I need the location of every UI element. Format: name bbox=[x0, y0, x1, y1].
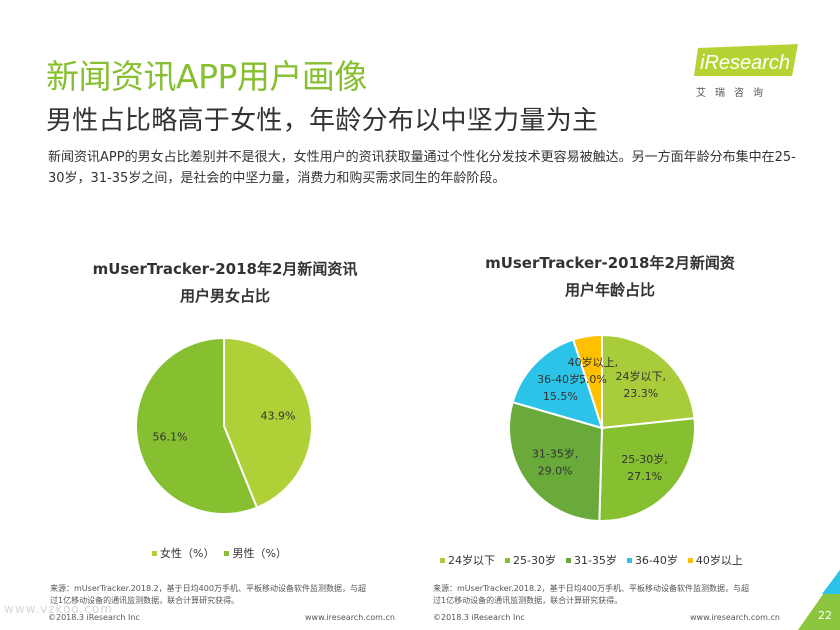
source-line: 来源：mUserTracker.2018.2，基于日均400万手机、平板移动设备… bbox=[433, 584, 749, 593]
watermark: www.vzkoo.com bbox=[4, 602, 113, 616]
legend-item: 女性（%） bbox=[152, 545, 214, 561]
legend-label: 40岁以上 bbox=[695, 554, 743, 567]
age-chart-title: mUserTracker-2018年2月新闻资 用户年龄占比 bbox=[440, 250, 780, 304]
gender-pie-chart: 43.9% 56.1% bbox=[135, 336, 313, 515]
legend-item: 36-40岁 bbox=[626, 552, 678, 568]
logo-subtitle: 艾瑞咨询 bbox=[696, 88, 772, 99]
pie-data-label-0: 43.9% bbox=[261, 409, 296, 422]
pie-data-label-1: 56.1% bbox=[153, 430, 188, 443]
legend-swatch bbox=[152, 550, 157, 556]
legend-swatch bbox=[224, 550, 230, 556]
source-line: 来源：mUserTracker.2018.2，基于日均400万手机、平板移动设备… bbox=[50, 584, 366, 593]
copyright-right: ©2018.3 iResearch Inc bbox=[433, 613, 525, 622]
age-chart-title-line-1: mUserTracker-2018年2月新闻资 bbox=[485, 254, 735, 272]
age-chart-title-line-2: 用户年龄占比 bbox=[564, 281, 655, 299]
gender-chart-title-line-1: mUserTracker-2018年2月新闻资讯 bbox=[92, 260, 358, 278]
legend-label: 24岁以下 bbox=[448, 554, 495, 567]
legend-item: 25-30岁 bbox=[505, 552, 556, 568]
legend-label: 25-30岁 bbox=[513, 554, 556, 567]
legend-item: 31-35岁 bbox=[565, 552, 617, 568]
legend-swatch bbox=[440, 557, 445, 563]
page-subtitle: 男性占比略高于女性，年龄分布以中坚力量为主 bbox=[46, 106, 599, 136]
legend-swatch bbox=[505, 557, 510, 563]
website-link-left[interactable]: www.iresearch.com.cn bbox=[305, 613, 395, 622]
age-pie-chart: 24岁以下, 23.3% 25-30岁, 27.1% 31-35岁, 29.0% 36-40… bbox=[508, 333, 696, 522]
legend-label: 36-40岁 bbox=[634, 554, 678, 567]
legend-label: 31-35岁 bbox=[573, 554, 617, 567]
source-line: 过1亿移动设备的通讯监测数据，联合计算研究获得。 bbox=[433, 596, 623, 605]
page-number: 22 bbox=[818, 609, 832, 622]
pie-slice-1 bbox=[598, 417, 696, 522]
pie-data-label-2: 31-35岁, 29.0% bbox=[532, 447, 578, 478]
legend-label: 男性（%） bbox=[232, 547, 287, 560]
legend-item: 男性（%） bbox=[224, 545, 287, 561]
legend-swatch bbox=[687, 557, 693, 563]
pie-slice-0 bbox=[601, 333, 696, 430]
gender-chart-title-line-2: 用户男女占比 bbox=[179, 287, 270, 305]
pie-data-label-3: 36-40岁, 15.5% bbox=[537, 372, 583, 403]
legend-item: 40岁以上 bbox=[687, 552, 743, 568]
page-description: 新闻资讯APP的男女占比差别并不是很大，女性用户的资讯获取量通过个性化分发技术更… bbox=[48, 150, 796, 186]
logo-text: iResearch bbox=[700, 52, 790, 74]
pie-slice-0 bbox=[223, 336, 313, 509]
pie-data-label-4: 40岁以上, 5.0% bbox=[568, 355, 619, 386]
source-note-right: 来源：mUserTracker.2018.2，基于日均400万手机、平板移动设备… bbox=[433, 583, 783, 607]
legend-swatch bbox=[565, 557, 571, 563]
source-note-left: 来源：mUserTracker.2018.2，基于日均400万手机、平板移动设备… bbox=[50, 583, 400, 607]
gender-legend: 女性（%） 男性（%） bbox=[152, 545, 297, 561]
pie-slice-4 bbox=[571, 333, 603, 429]
copyright-left: ©2018.3 iResearch Inc bbox=[48, 613, 140, 622]
pie-data-label-0: 24岁以下, 23.3% bbox=[616, 369, 667, 400]
legend-swatch bbox=[626, 557, 632, 563]
age-legend: 24岁以下 25-30岁 31-35岁 36-40岁 40岁以上 bbox=[440, 552, 753, 568]
gender-chart-title: mUserTracker-2018年2月新闻资讯 用户男女占比 bbox=[60, 256, 390, 310]
pie-slice-2 bbox=[508, 400, 604, 522]
pie-slice-1 bbox=[135, 336, 259, 515]
iresearch-logo: iResearch 艾瑞咨询 bbox=[688, 44, 800, 100]
pie-data-label-1: 25-30岁, 27.1% bbox=[621, 452, 667, 483]
logo-badge-icon: iResearch bbox=[694, 44, 798, 76]
legend-item: 24岁以下 bbox=[440, 552, 495, 568]
source-line: 过1亿移动设备的通讯监测数据，联合计算研究获得。 bbox=[50, 596, 240, 605]
website-link-right[interactable]: www.iresearch.com.cn bbox=[690, 613, 780, 622]
page-title: 新闻资讯APP用户画像 bbox=[46, 57, 367, 96]
legend-label: 女性（%） bbox=[160, 547, 215, 560]
page-corner-icon bbox=[798, 570, 840, 630]
